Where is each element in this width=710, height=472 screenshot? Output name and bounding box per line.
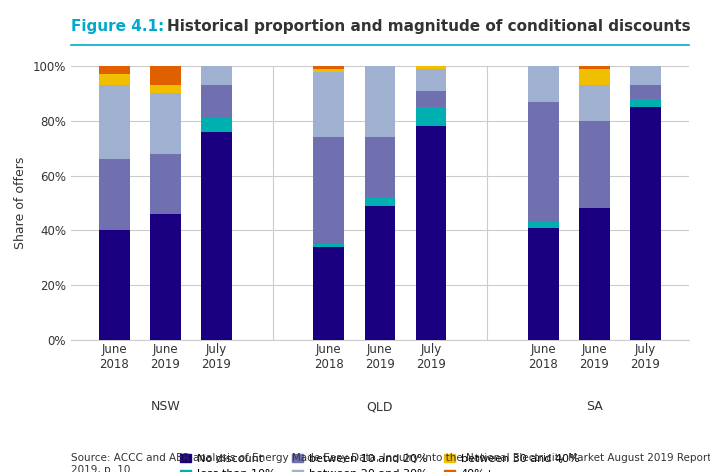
Bar	[201, 118, 231, 132]
Bar	[150, 93, 181, 154]
Bar	[630, 107, 660, 340]
Bar	[150, 85, 181, 93]
Bar	[579, 209, 610, 340]
Text: Source: ACCC and AER analysis of Energy Made Easy Data, Inquiry into the Nationa: Source: ACCC and AER analysis of Energy …	[71, 453, 710, 472]
Bar	[579, 66, 610, 69]
Bar	[99, 159, 130, 230]
Bar	[364, 66, 395, 137]
Bar	[364, 206, 395, 340]
Bar	[528, 222, 559, 228]
Bar	[314, 244, 344, 247]
Text: NSW: NSW	[151, 400, 180, 413]
Bar	[99, 66, 130, 74]
Bar	[99, 74, 130, 85]
Bar	[630, 99, 660, 107]
Text: SA: SA	[586, 400, 603, 413]
Bar	[150, 214, 181, 340]
Bar	[314, 137, 344, 244]
Y-axis label: Share of offers: Share of offers	[14, 157, 27, 249]
Bar	[630, 85, 660, 99]
Text: QLD: QLD	[366, 400, 393, 413]
Bar	[528, 101, 559, 222]
Bar	[528, 66, 559, 101]
Bar	[150, 66, 181, 85]
Bar	[364, 137, 395, 197]
Bar	[201, 85, 231, 118]
Bar	[99, 230, 130, 340]
Bar	[415, 66, 446, 69]
Bar	[99, 85, 130, 159]
Text: Historical proportion and magnitude of conditional discounts: Historical proportion and magnitude of c…	[167, 19, 690, 34]
Bar	[364, 197, 395, 206]
Bar	[630, 66, 660, 85]
Bar	[201, 132, 231, 340]
Bar	[201, 66, 231, 85]
Bar	[314, 72, 344, 137]
Bar	[415, 91, 446, 107]
Bar	[579, 121, 610, 209]
Legend: No discount, less than 10%, between 10 and 20%, between 20 and 30%, between 30 a: No discount, less than 10%, between 10 a…	[176, 449, 584, 472]
Bar	[579, 69, 610, 85]
Bar	[314, 69, 344, 72]
Bar	[314, 66, 344, 69]
Bar	[415, 126, 446, 340]
Bar	[528, 228, 559, 340]
Bar	[415, 69, 446, 91]
Bar	[579, 85, 610, 121]
Bar	[314, 247, 344, 340]
Bar	[150, 154, 181, 214]
Bar	[415, 107, 446, 126]
Text: Figure 4.1:: Figure 4.1:	[71, 19, 164, 34]
